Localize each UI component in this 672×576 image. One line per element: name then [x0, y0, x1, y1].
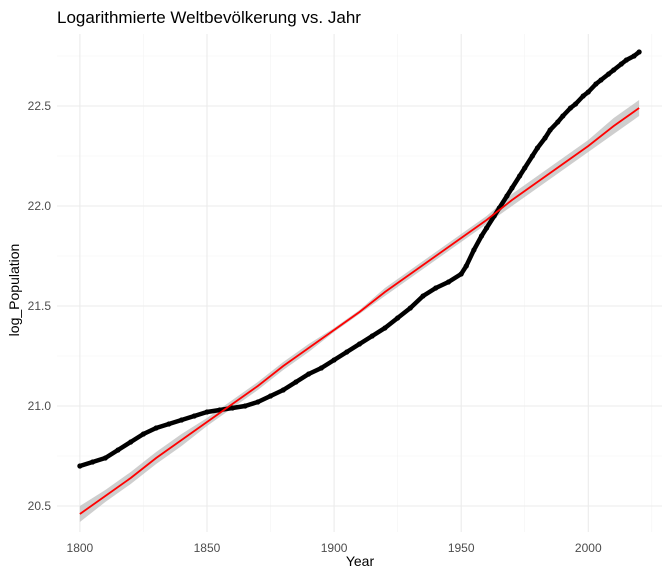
data-point: [463, 263, 469, 269]
data-point: [522, 165, 528, 171]
data-point: [420, 293, 426, 299]
data-point: [593, 81, 599, 87]
y-tick-label: 20.5: [28, 499, 52, 513]
data-point: [509, 185, 515, 191]
data-point: [166, 421, 172, 427]
data-point: [191, 413, 197, 419]
data-point: [153, 425, 159, 431]
linear-fit-line: [79, 107, 640, 515]
y-tick-label: 21.0: [28, 399, 52, 413]
data-point: [331, 357, 337, 363]
x-tick-label: 1900: [321, 541, 348, 555]
data-point: [128, 439, 134, 445]
data-point: [623, 57, 630, 63]
data-point: [115, 447, 121, 453]
data-point: [77, 463, 83, 469]
chart-title: Logarithmierte Weltbevölkerung vs. Jahr: [57, 8, 361, 27]
y-axis-title: log_Population: [6, 244, 22, 337]
data-point: [395, 315, 401, 321]
x-tick-label: 2000: [575, 541, 602, 555]
data-point: [471, 247, 477, 253]
data-point: [306, 371, 312, 377]
data-point: [255, 399, 261, 405]
data-point: [407, 305, 413, 311]
data-point: [547, 127, 553, 133]
data-point: [606, 71, 612, 77]
data-point: [229, 405, 235, 411]
data-point: [242, 403, 248, 409]
data-point: [534, 145, 541, 151]
data-point: [529, 153, 535, 159]
data-point: [267, 393, 274, 399]
data-point: [140, 431, 147, 437]
data-point: [555, 119, 561, 125]
data-point: [102, 455, 108, 461]
y-tick-label: 22.5: [28, 99, 52, 113]
x-tick-label: 1950: [448, 541, 475, 555]
data-point: [542, 135, 548, 141]
data-points-layer: [77, 49, 642, 469]
data-point: [567, 105, 574, 111]
data-point: [504, 193, 510, 199]
data-point: [344, 349, 350, 355]
data-point: [631, 53, 637, 59]
data-point: [580, 93, 586, 99]
x-tick-label: 1800: [67, 541, 94, 555]
data-point: [478, 233, 485, 239]
data-point: [636, 49, 642, 55]
data-point: [318, 365, 324, 371]
x-tick-label: 1850: [194, 541, 221, 555]
data-point: [356, 341, 363, 347]
data-point: [204, 409, 210, 415]
data-point: [598, 77, 604, 83]
data-point: [458, 271, 464, 277]
data-point: [293, 379, 299, 385]
data-point: [280, 387, 286, 393]
data-point: [560, 113, 566, 119]
data-point: [611, 67, 617, 73]
data-point: [89, 459, 96, 465]
data-point: [445, 279, 452, 285]
y-tick-label: 21.5: [28, 299, 52, 313]
data-point: [572, 101, 579, 107]
data-point: [585, 89, 591, 95]
data-point: [369, 333, 375, 339]
data-point: [517, 173, 523, 179]
data-point: [618, 61, 624, 67]
data-point: [433, 285, 439, 291]
data-point: [484, 225, 490, 231]
y-tick-label: 22.0: [28, 199, 52, 213]
fit-line-layer: [79, 107, 640, 515]
x-axis-title: Year: [346, 553, 375, 569]
data-point: [178, 417, 185, 423]
data-point: [382, 325, 388, 331]
tick-labels: 1800 1850 1900 1950 2000 20.5 21.0 21.5 22.0 22.5: [28, 99, 602, 555]
